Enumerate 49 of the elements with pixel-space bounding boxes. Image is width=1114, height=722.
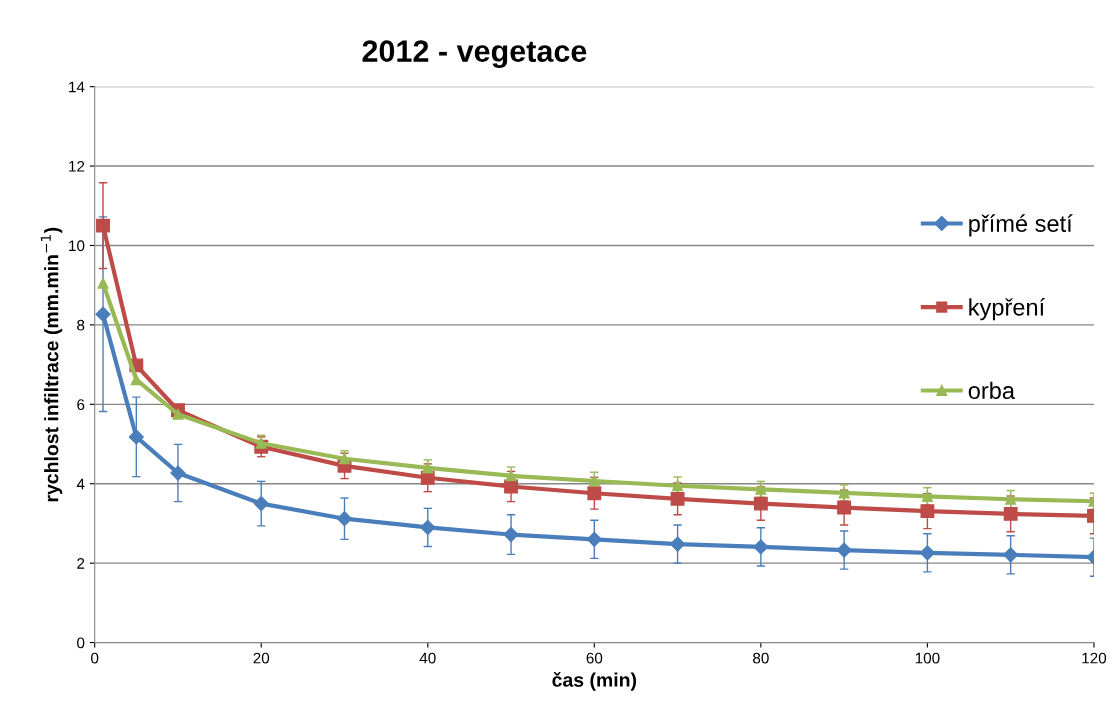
point [920,504,935,519]
y-axis-title: rychlost infiltrace (mm.min$^{−1}$) [40,227,63,502]
x-axis-title: čas (min) [552,672,637,691]
legend-label: přímé setí [969,214,1073,237]
x-tick-label: 100 [915,652,940,664]
point [837,500,852,515]
point [672,480,684,492]
x-tick-label: 60 [586,652,603,664]
point [503,526,519,543]
legend-label: kypření [969,298,1046,321]
point [836,542,852,558]
legend-label: orba [968,381,1015,400]
point [128,429,144,445]
y-tick-label: 2 [77,558,85,569]
point [170,465,186,481]
x-tick-label: 80 [753,652,769,664]
y-tick-label: 12 [69,160,85,172]
point [130,374,142,386]
point [253,496,269,512]
point [587,486,602,501]
y-tick-label: 14 [69,81,85,93]
point [504,479,518,494]
y-tick-label: 0 [77,637,85,649]
x-tick-label: 120 [1082,652,1107,664]
y-tick-label: 8 [77,319,85,331]
point [336,511,353,527]
y-tick-label: 10 [69,240,85,252]
chart-title: 2012 - vegetace [362,40,587,69]
point [588,475,600,487]
point [96,218,110,233]
point [1003,506,1018,521]
point [670,536,686,552]
point [1003,547,1019,563]
x-tick-label: 20 [253,652,270,664]
point [95,306,111,322]
point [172,408,184,420]
point [505,470,517,482]
y-tick-label: 6 [77,399,85,411]
point [753,539,769,555]
point [420,519,436,535]
y-tick-label: 4 [76,478,85,490]
point [670,491,685,506]
point [919,545,935,561]
point [97,277,109,289]
x-tick-label: 40 [419,652,436,664]
point [1005,493,1017,505]
x-tick-label: 0 [91,652,99,664]
point [586,531,602,547]
point [753,496,768,511]
